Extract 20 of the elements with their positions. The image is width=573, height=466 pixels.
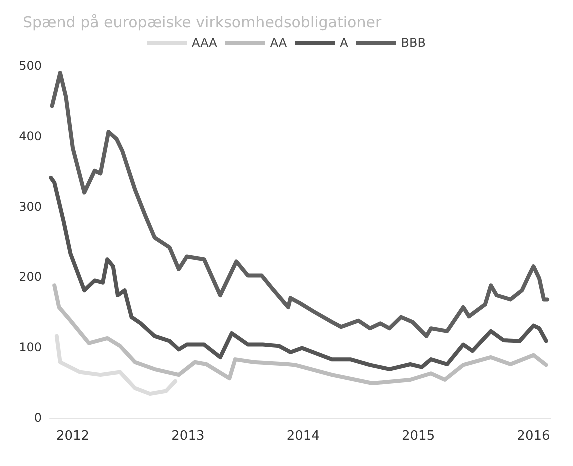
x-tick-label: 2012: [56, 429, 90, 444]
y-tick-label: 0: [34, 411, 42, 425]
y-tick-label: 400: [19, 129, 42, 144]
legend-label: A: [340, 36, 350, 50]
line-series: [52, 284, 548, 386]
line-series: [49, 176, 548, 372]
legend-label: AA: [270, 36, 288, 50]
y-tick-label: 300: [19, 200, 42, 214]
legend-label: AAA: [192, 36, 218, 50]
y-tick-label: 500: [19, 59, 42, 73]
x-tick-label: 2015: [402, 429, 436, 444]
line-series: [50, 71, 550, 338]
x-tick-label: 2013: [172, 429, 205, 444]
x-tick-label: 2014: [286, 429, 320, 444]
y-tick-label: 100: [19, 340, 42, 355]
chart-title: Spænd på europæiske virksomhedsobligationer: [23, 14, 382, 32]
y-tick-label: 200: [19, 270, 42, 284]
line-series: [54, 334, 178, 396]
x-tick-label: 2016: [517, 429, 550, 444]
legend-label: BBB: [401, 36, 426, 50]
